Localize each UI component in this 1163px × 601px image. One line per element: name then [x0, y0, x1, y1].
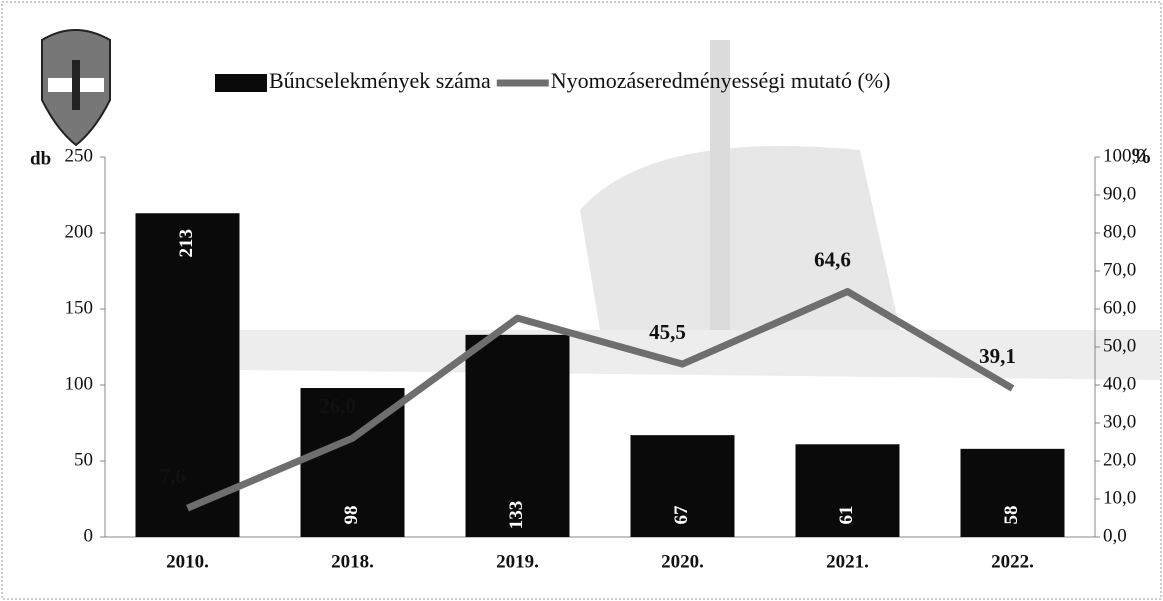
x-tick-label: 2019.	[496, 551, 539, 572]
bar-value-label: 133	[506, 501, 527, 530]
line	[186, 288, 1015, 512]
y-tick-label: 250	[65, 145, 94, 166]
bar-value-label: 67	[671, 505, 692, 525]
legend-label: Bűncselekmények száma	[269, 68, 491, 93]
logo	[41, 29, 111, 147]
bar	[465, 334, 570, 537]
bar	[795, 444, 900, 537]
bar-value-label: 213	[176, 229, 197, 257]
line-value-label: 26,0	[319, 394, 356, 418]
y-tick-label: 0	[84, 525, 94, 546]
bar-value-label: 98	[341, 506, 362, 525]
bar-value-label: 61	[836, 506, 857, 525]
y2-tick-label: 90,0	[1103, 183, 1136, 204]
line-value-label: 64,6	[814, 247, 851, 271]
x-tick-label: 2010.	[166, 551, 209, 572]
y2-tick-label: 10,0	[1103, 487, 1136, 508]
y2-tick-label: 60,0	[1103, 297, 1136, 318]
x-tick-label: 2020.	[661, 551, 704, 572]
line-value-label: 45,5	[649, 320, 686, 344]
y2-tick-label: 50,0	[1103, 335, 1136, 356]
legend-label: Nyomozáseredményességi mutató (%)	[551, 68, 891, 93]
y2-axis-label: %	[1130, 143, 1152, 168]
y-tick-label: 200	[65, 221, 94, 242]
y2-tick-label: 20,0	[1103, 449, 1136, 470]
y2-tick-label: 70,0	[1103, 259, 1136, 280]
y2-tick-label: 80,0	[1103, 221, 1136, 242]
x-tick-label: 2021.	[826, 551, 869, 572]
y-tick-label: 150	[65, 297, 94, 318]
y-axis-label: db	[30, 148, 51, 169]
bar	[960, 448, 1065, 537]
bar	[135, 213, 240, 538]
y2-tick-label: 100,0	[1103, 145, 1146, 166]
bar-value-label: 58	[1001, 506, 1022, 525]
legend-swatch	[215, 74, 267, 92]
y-tick-label: 100	[65, 373, 94, 394]
line-value-label: 7,6	[159, 464, 185, 488]
bar	[630, 435, 735, 537]
x-tick-label: 2022.	[991, 551, 1034, 572]
y2-tick-label: 0,0	[1103, 525, 1127, 546]
x-tick-label: 2018.	[331, 551, 374, 572]
line-value-label: 39,1	[979, 344, 1016, 368]
y2-tick-label: 40,0	[1103, 373, 1136, 394]
y-tick-label: 50	[74, 449, 93, 470]
y2-tick-label: 30,0	[1103, 411, 1136, 432]
